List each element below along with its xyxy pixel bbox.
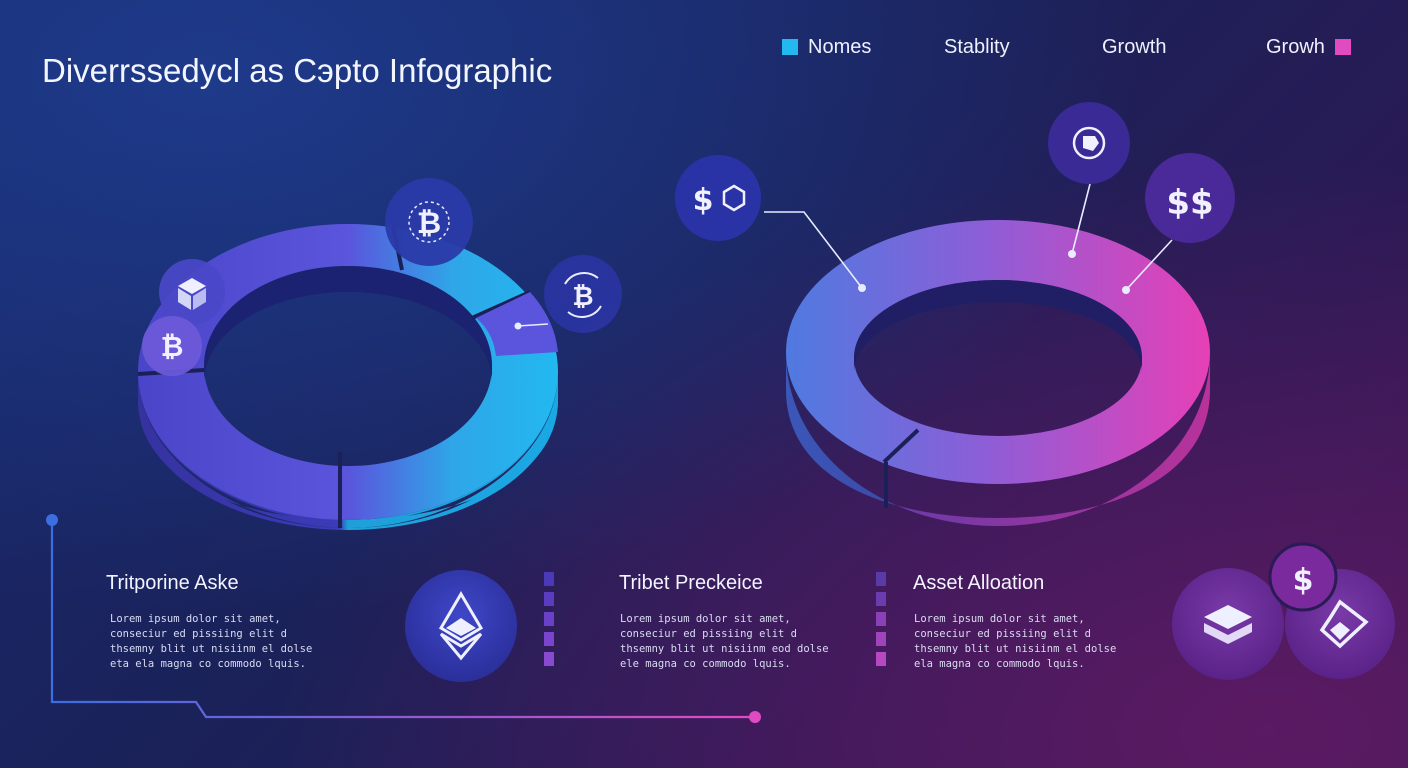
legend-item-growth: Growth (1102, 34, 1166, 60)
section-body-2: Lorem ipsum dolor sit amet, conseciur ed… (620, 613, 829, 670)
legend-label: Growth (1102, 35, 1167, 58)
legend-item-growh: Growh (1266, 34, 1351, 60)
bitcoin-cycle-icon: ₿ (544, 255, 622, 333)
section-title-2: Tribet Preckeice (619, 572, 763, 594)
section-body-3: Lorem ipsum dolor sit amet, conseciur ed… (914, 613, 1117, 670)
dollar-icon: $ (1268, 542, 1338, 612)
legend-label: Growh (1266, 35, 1325, 58)
connector-dot (1068, 250, 1076, 258)
cube-icon (159, 259, 225, 325)
btc-glyph: ₿ (161, 330, 184, 363)
timeline-end-dot (749, 711, 761, 723)
dollar-hexagon-icon: $ (675, 155, 761, 241)
right-segment-divider (882, 428, 920, 464)
connector-dot (1122, 286, 1130, 294)
connector-line (764, 211, 863, 289)
legend-swatch-magenta (1334, 39, 1351, 55)
connector-dot (514, 322, 522, 330)
bar-step (876, 592, 886, 606)
right-connectors (764, 183, 1173, 291)
connector-line (1125, 239, 1173, 291)
bar-step (876, 572, 886, 586)
bar-step (544, 632, 554, 646)
dollar-glyph: $ (1293, 563, 1314, 598)
bar-step (876, 632, 886, 646)
ethereum-icon (405, 570, 517, 682)
bar-step (544, 652, 554, 666)
page-title: Diverrssedycl as Cэpto Infographic (42, 52, 553, 89)
stack-icon (1172, 568, 1284, 680)
connector-line (1071, 183, 1091, 255)
right-donut-top (786, 220, 1210, 484)
connector-dot (858, 284, 866, 292)
dollars-glyph: $$ (1166, 183, 1213, 223)
legend-item-nomes: Nomes (782, 34, 871, 60)
btc-glyph: ₿ (572, 282, 593, 312)
left-donut-top (138, 224, 558, 520)
section-title-3: Asset Alloation (913, 572, 1045, 594)
timeline-line (50, 520, 755, 719)
left-donut-inner-wall (204, 266, 492, 382)
bar-indicator (544, 572, 556, 672)
bar-step (876, 612, 886, 626)
timeline (46, 514, 761, 723)
section-title-1: Tritporine Aske (106, 572, 239, 594)
legend-label: Nomes (808, 35, 872, 58)
bar-step (544, 592, 554, 606)
bitcoin-icon: ₿ (385, 178, 473, 266)
right-donut-inner-wall (854, 280, 1142, 372)
bar-step (876, 652, 886, 666)
left-segment-divider (471, 290, 531, 320)
section-body-1: Lorem ipsum dolor sit amet, conseciur ed… (110, 613, 313, 670)
connector-line (517, 323, 549, 327)
btc-glyph: ₿ (417, 206, 441, 241)
bar-indicator (876, 572, 888, 672)
dollar-glyph: $ (693, 183, 714, 218)
legend-swatch-cyan (782, 39, 798, 55)
coin-swap-icon (1048, 102, 1130, 184)
bar-step (544, 612, 554, 626)
dollar-pair-icon: $$ (1145, 153, 1235, 243)
legend-label: Stablity (944, 35, 1010, 58)
bitcoin-icon: ₿ (142, 316, 202, 376)
bar-step (544, 572, 554, 586)
timeline-start-dot (46, 514, 58, 526)
legend-item-stablity: Stablity (944, 34, 1010, 60)
right-donut (786, 220, 1210, 526)
